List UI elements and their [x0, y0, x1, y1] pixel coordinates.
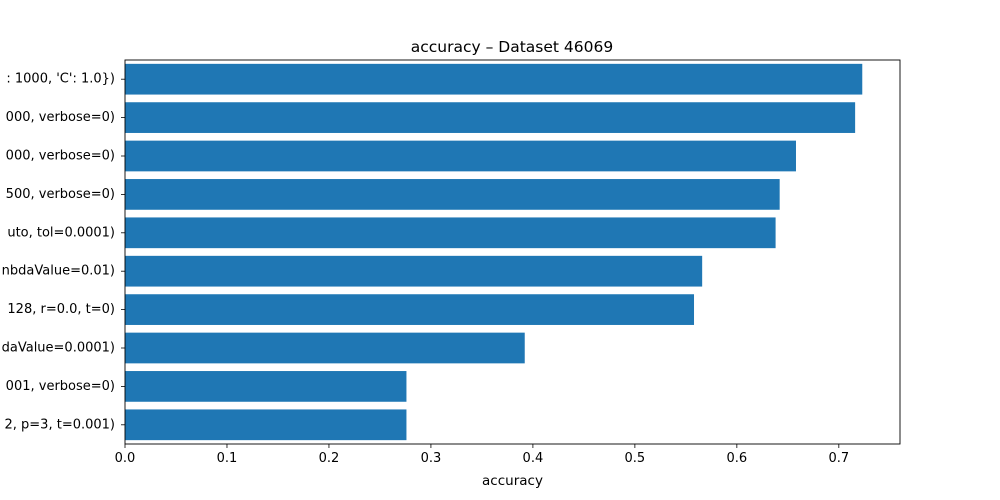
y-tick-label: uto, tol=0.0001) — [7, 225, 115, 240]
chart-title: accuracy – Dataset 46069 — [411, 38, 613, 56]
x-tick-label: 0.1 — [217, 451, 238, 466]
y-tick-label: 001, verbose=0) — [6, 379, 115, 394]
bar — [125, 179, 780, 210]
x-tick-label: 0.4 — [523, 451, 544, 466]
y-tick-label: daValue=0.0001) — [2, 341, 115, 356]
bar — [125, 140, 796, 172]
axes-layer: : 1000, 'C': 1.0}) 000, verbose=0) 000, ve… — [2, 59, 901, 466]
y-tick-label: 2, p=3, t=0.001) — [5, 417, 116, 432]
x-tick-label: 0.0 — [115, 451, 136, 466]
bar — [125, 217, 776, 249]
x-axis-label: accuracy — [482, 473, 543, 489]
bar — [125, 409, 407, 441]
y-tick-label: 500, verbose=0) — [6, 187, 115, 202]
y-tick-label: : 1000, 'C': 1.0}) — [6, 72, 115, 87]
bar — [125, 371, 407, 402]
bar — [125, 63, 863, 95]
y-tick-label: 128, r=0.0, t=0) — [7, 302, 115, 317]
bar — [125, 255, 703, 287]
bar — [125, 332, 525, 364]
bars-layer — [125, 63, 863, 441]
x-tick-label: 0.2 — [319, 451, 340, 466]
bar — [125, 294, 695, 325]
x-tick-label: 0.6 — [726, 451, 747, 466]
x-tick-label: 0.5 — [625, 451, 646, 466]
x-tick-label: 0.3 — [421, 451, 442, 466]
y-tick-label: 000, verbose=0) — [6, 149, 115, 164]
bar — [125, 102, 856, 133]
plot-frame — [124, 59, 901, 445]
y-tick-label: nbdaValue=0.01) — [2, 264, 115, 279]
y-tick-label: 000, verbose=0) — [6, 110, 115, 125]
x-tick-label: 0.7 — [828, 451, 849, 466]
